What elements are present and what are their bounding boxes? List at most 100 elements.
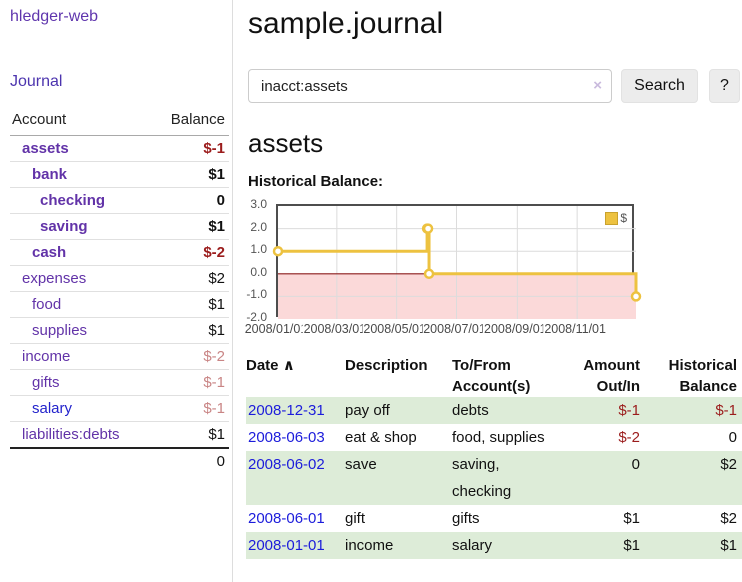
accounts-cell: debts: [452, 402, 489, 419]
x-axis-label: 2008/03/01: [302, 322, 368, 336]
description-cell: save: [345, 456, 377, 473]
account-link-assets[interactable]: assets: [22, 140, 69, 157]
chart-plot-area[interactable]: $: [272, 204, 642, 319]
register-header-date[interactable]: Date ∧: [246, 357, 295, 374]
account-balance: $1: [119, 213, 229, 240]
sort-ascending-icon: ∧: [282, 357, 295, 374]
y-axis-label: 2.0: [250, 219, 267, 234]
account-balance: $1: [119, 421, 229, 448]
account-link-salary[interactable]: salary: [32, 400, 73, 417]
y-axis-label: 1.0: [250, 242, 267, 257]
account-row: saving $1: [10, 213, 229, 240]
account-heading: assets: [248, 128, 324, 158]
legend-label: $: [620, 211, 627, 225]
app-title-link[interactable]: hledger-web: [10, 8, 99, 25]
help-button[interactable]: ?: [709, 69, 740, 103]
description-cell: pay off: [345, 402, 390, 419]
clear-search-icon[interactable]: ×: [593, 77, 602, 94]
y-axis-label: -2.0: [246, 310, 267, 324]
register-header-description: Description: [345, 357, 428, 374]
balance-cell: $-1: [715, 402, 737, 419]
account-balance: $2: [119, 265, 229, 292]
account-row: checking 0: [10, 187, 229, 214]
description-cell: income: [345, 537, 394, 554]
account-row: expenses $2: [10, 265, 229, 292]
search-form: × Search ?: [248, 69, 742, 103]
account-balance: $-1: [119, 395, 229, 422]
accounts-cell: gifts: [452, 510, 480, 527]
accounts-cell: food, supplies: [452, 429, 545, 446]
page-title: sample.journal: [248, 7, 444, 40]
account-link-income[interactable]: income: [22, 348, 71, 365]
account-row: food $1: [10, 291, 229, 318]
amount-cell: $1: [623, 537, 640, 554]
balance-cell: $1: [720, 537, 737, 554]
amount-cell: 0: [631, 456, 640, 473]
sidebar-item-journal[interactable]: Journal: [10, 73, 63, 90]
accounts-cell: saving, checking: [452, 456, 512, 500]
search-button[interactable]: Search: [621, 69, 698, 103]
account-balance: $-2: [119, 239, 229, 266]
register-row: 2008-06-01 gift gifts $1 $2: [246, 505, 742, 532]
register-row: 2008-06-02 save saving, checking 0 $2: [246, 451, 742, 505]
date-link[interactable]: 2008-06-03: [248, 429, 325, 446]
date-link[interactable]: 2008-12-31: [248, 402, 325, 419]
y-axis-label: -1.0: [246, 287, 267, 302]
account-row: income $-2: [10, 343, 229, 370]
amount-cell: $1: [623, 510, 640, 527]
amount-cell: $-2: [618, 429, 640, 446]
balance-cell: $2: [720, 510, 737, 527]
legend-swatch-icon: [605, 211, 619, 225]
amount-cell: $-1: [618, 402, 640, 419]
account-balance: 0: [119, 187, 229, 214]
x-axis-label: 2008/05/01: [362, 322, 427, 336]
account-link-gifts[interactable]: gifts: [32, 374, 60, 391]
register-table: Date ∧ Description To/From Account(s) Amo…: [246, 355, 742, 559]
y-axis-label: 3.0: [250, 197, 267, 211]
balance-cell: 0: [728, 429, 737, 446]
chart-legend: $: [605, 211, 627, 225]
description-cell: gift: [345, 510, 366, 527]
account-link-liabilities-debts[interactable]: liabilities:debts: [22, 426, 120, 443]
y-axis-label: 0.0: [250, 264, 267, 279]
account-link-saving[interactable]: saving: [40, 218, 88, 235]
accounts-header-account: Account: [10, 107, 120, 136]
date-link[interactable]: 2008-06-02: [248, 456, 325, 473]
description-cell: eat & shop: [345, 429, 417, 446]
register-header-amount: Amount Out/In: [583, 357, 640, 395]
register-header-accounts: To/From Account(s): [452, 357, 531, 395]
register-row: 2008-01-01 income salary $1 $1: [246, 532, 742, 559]
account-row: assets $-1: [10, 136, 229, 162]
x-axis-label: 2008/07/01: [422, 322, 487, 336]
account-balance: $1: [119, 291, 229, 318]
x-axis-label: 2008/11/01: [543, 322, 607, 336]
account-link-bank[interactable]: bank: [32, 166, 68, 183]
account-row: liabilities:debts $1: [10, 421, 229, 448]
account-row: supplies $1: [10, 317, 229, 344]
account-row: bank $1: [10, 161, 229, 188]
account-balance: $-2: [119, 343, 229, 370]
account-link-cash[interactable]: cash: [32, 244, 67, 261]
account-balance: $-1: [119, 369, 229, 396]
account-link-expenses[interactable]: expenses: [22, 270, 87, 287]
balance-chart-svg: [272, 206, 642, 319]
account-link-checking[interactable]: checking: [40, 192, 106, 209]
chart-caption: Historical Balance:: [248, 173, 384, 190]
historical-balance-chart: $ 3.0 2.0 1.0 0.0 -1.0 -2.0 2008/01/01 2008/03/…: [243, 197, 742, 341]
accounts-total-row: 0: [10, 447, 229, 474]
x-axis-label: 2008/09/01: [483, 322, 548, 336]
account-row: salary $-1: [10, 395, 229, 422]
account-row: cash $-2: [10, 239, 229, 266]
account-link-food[interactable]: food: [32, 296, 62, 313]
date-link[interactable]: 2008-01-01: [248, 537, 325, 554]
date-link[interactable]: 2008-06-01: [248, 510, 325, 527]
account-row: gifts $-1: [10, 369, 229, 396]
account-link-supplies[interactable]: supplies: [32, 322, 88, 339]
accounts-table: Account Balance assets $-1 bank $1 checkin…: [10, 107, 229, 474]
register-row: 2008-12-31 pay off debts $-1 $-1: [246, 397, 742, 424]
account-balance: $1: [119, 317, 229, 344]
sidebar: hledger-web Journal Account Balance asse…: [0, 0, 233, 582]
balance-cell: $2: [720, 456, 737, 473]
search-input[interactable]: [248, 69, 612, 103]
account-balance: $-1: [203, 140, 225, 157]
